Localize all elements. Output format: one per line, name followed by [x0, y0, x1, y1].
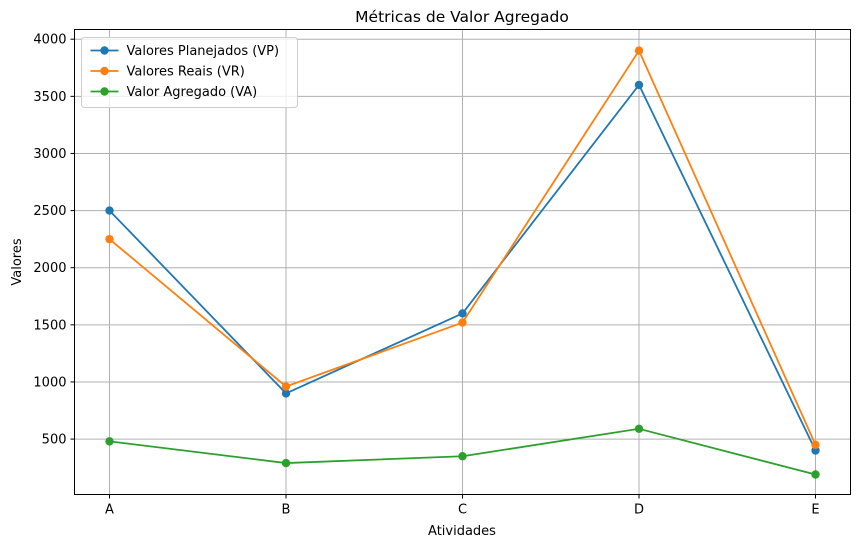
legend-entry: Valores Reais (VR) — [90, 65, 245, 80]
data-point — [105, 234, 114, 244]
data-point — [634, 46, 644, 55]
x-axis-ticks: A B C D E — [105, 494, 820, 518]
legend-label: Valor Agregado (VA) — [127, 85, 258, 100]
legend-frame — [81, 37, 298, 108]
y-tick-label: 3500 — [33, 90, 66, 105]
legend-marker — [100, 66, 109, 76]
data-point — [811, 470, 820, 479]
series-3 — [105, 424, 820, 479]
y-tick-label: 1000 — [33, 375, 66, 390]
x-tick-label: B — [282, 503, 291, 518]
y-tick-label: 2500 — [33, 204, 66, 219]
legend-entry: Valores Planejados (VP) — [90, 44, 280, 59]
legend-label: Valores Planejados (VP) — [127, 44, 280, 59]
legend-label: Valores Reais (VR) — [127, 65, 245, 80]
data-point — [281, 382, 291, 391]
series-layer — [105, 46, 820, 479]
y-axis-ticks: 500 1000 1500 2000 2500 3000 3500 4000 — [33, 33, 75, 448]
y-tick-label: 1500 — [33, 318, 66, 333]
x-tick-label: D — [634, 503, 644, 518]
data-point — [634, 80, 644, 90]
data-point — [458, 452, 467, 461]
legend: Valores Planejados (VP) Valores Reais (VR… — [81, 37, 298, 108]
data-point — [458, 318, 467, 327]
data-point — [634, 424, 644, 434]
data-point — [281, 389, 291, 398]
legend-marker — [100, 87, 109, 96]
y-axis-label: Valores — [10, 238, 25, 285]
y-tick-label: 2000 — [33, 261, 66, 276]
y-tick-label: 500 — [42, 433, 67, 448]
legend-marker — [100, 46, 109, 55]
data-point — [811, 440, 820, 450]
series-2 — [105, 46, 820, 450]
x-tick-label: A — [105, 503, 114, 518]
x-tick-label: E — [811, 503, 819, 518]
data-point — [105, 206, 114, 215]
y-tick-label: 3000 — [33, 147, 66, 162]
data-point — [281, 458, 291, 468]
legend-entry: Valor Agregado (VA) — [90, 85, 258, 100]
y-tick-label: 4000 — [33, 33, 66, 48]
data-point — [458, 309, 467, 318]
chart-title: Métricas de Valor Agregado — [355, 8, 569, 26]
data-point — [105, 437, 114, 446]
x-axis-label: Atividades — [428, 524, 496, 539]
x-tick-label: C — [458, 503, 467, 518]
